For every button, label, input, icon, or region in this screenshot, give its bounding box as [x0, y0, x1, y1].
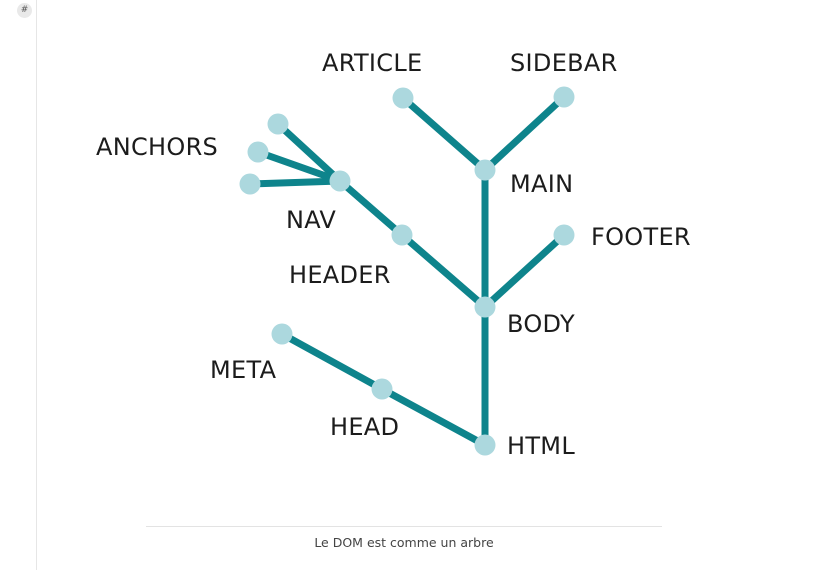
- edge-header-nav: [336, 177, 406, 239]
- tree-labels: ARTICLE SIDEBAR ANCHORS MAIN NAV FOOTER …: [96, 49, 691, 460]
- dom-tree-diagram: ARTICLE SIDEBAR ANCHORS MAIN NAV FOOTER …: [96, 49, 691, 460]
- node-article: [392, 87, 414, 109]
- anchor-hash-icon[interactable]: #: [17, 3, 32, 18]
- edge-main-sidebar: [481, 93, 568, 174]
- node-head: [371, 378, 393, 400]
- node-body: [474, 296, 496, 318]
- edge-body-header: [398, 231, 489, 311]
- label-body: BODY: [507, 310, 575, 338]
- node-anchor-3: [239, 173, 261, 195]
- label-main: MAIN: [510, 170, 573, 198]
- tree-edges: [246, 93, 568, 449]
- edge-nav-anchor-3: [246, 177, 344, 188]
- node-html: [474, 434, 496, 456]
- left-gutter: #: [0, 0, 37, 570]
- label-article: ARTICLE: [322, 49, 422, 77]
- node-footer: [553, 224, 575, 246]
- tree-nodes: [239, 86, 575, 456]
- edge-nav-anchor-2: [254, 148, 344, 185]
- node-main: [474, 159, 496, 181]
- label-sidebar: SIDEBAR: [510, 49, 618, 77]
- edge-main-article: [399, 94, 489, 174]
- node-sidebar: [553, 86, 575, 108]
- node-meta: [271, 323, 293, 345]
- node-anchor-2: [247, 141, 269, 163]
- edge-head-meta: [278, 330, 386, 393]
- caption-divider: [146, 526, 662, 527]
- label-anchors: ANCHORS: [96, 133, 218, 161]
- label-nav: NAV: [286, 206, 336, 234]
- node-header: [391, 224, 413, 246]
- label-header: HEADER: [289, 261, 391, 289]
- edge-nav-anchor-1: [274, 120, 344, 185]
- edge-html-head: [378, 385, 489, 449]
- figure-caption: Le DOM est comme un arbre: [314, 535, 494, 550]
- node-anchor-1: [267, 113, 289, 135]
- edge-body-footer: [481, 231, 568, 311]
- label-footer: FOOTER: [591, 223, 691, 251]
- node-nav: [329, 170, 351, 192]
- label-meta: META: [210, 356, 277, 384]
- label-head: HEAD: [330, 413, 399, 441]
- label-html: HTML: [507, 432, 575, 460]
